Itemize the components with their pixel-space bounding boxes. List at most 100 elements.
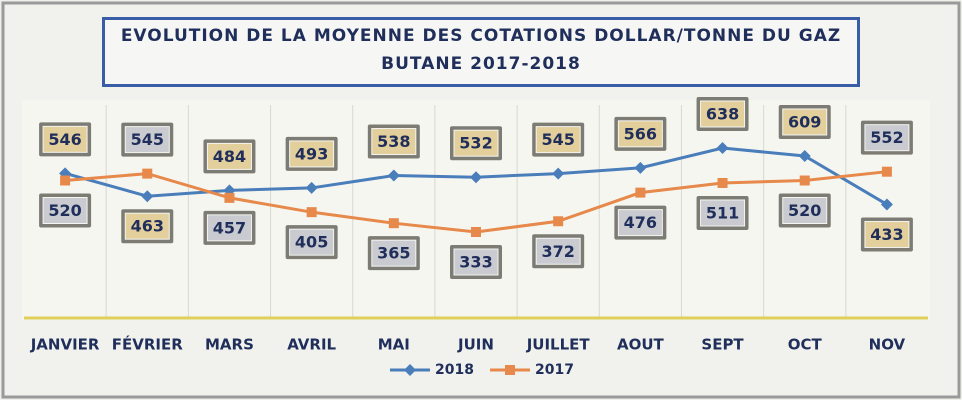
data-label: 493 — [285, 136, 338, 171]
point — [471, 227, 481, 237]
data-label: 484 — [203, 139, 256, 174]
data-label: 546 — [39, 122, 92, 157]
point — [799, 175, 810, 186]
label-face — [124, 212, 170, 240]
data-label-text: 532 — [459, 134, 492, 153]
point — [388, 218, 399, 229]
label-face — [782, 196, 828, 224]
data-label-text: 638 — [706, 105, 739, 124]
point — [717, 177, 728, 188]
data-label-text: 365 — [377, 244, 410, 263]
label-face — [453, 129, 499, 157]
x-tick-label: AOUT — [617, 336, 665, 354]
x-tick-label: OCT — [788, 336, 823, 354]
x-tick-label: JUIN — [457, 336, 494, 354]
data-label-text: 520 — [788, 201, 821, 220]
label-face — [453, 248, 499, 276]
data-label-text: 511 — [706, 203, 739, 222]
data-label-text: 545 — [131, 130, 164, 149]
data-label: 552 — [860, 120, 913, 155]
label-face — [206, 214, 252, 242]
data-label: 545 — [121, 122, 174, 157]
label-face — [617, 209, 663, 237]
data-label: 638 — [696, 97, 749, 131]
data-label: 520 — [778, 193, 831, 228]
data-label-text: 520 — [48, 201, 81, 220]
chart-title: EVOLUTION DE LA MOYENNE DES COTATIONS DO… — [102, 17, 860, 87]
data-label: 476 — [614, 205, 667, 240]
data-label: 532 — [450, 126, 502, 161]
point — [552, 167, 565, 180]
data-label-text: 333 — [459, 253, 492, 272]
x-tick-label: AVRIL — [287, 336, 336, 354]
data-label-text: 545 — [541, 130, 574, 149]
data-label: 457 — [203, 210, 256, 245]
point — [60, 175, 71, 186]
legend-marker — [505, 365, 515, 375]
data-label-text: 538 — [377, 132, 410, 151]
data-label: 365 — [367, 236, 420, 271]
label-face — [42, 125, 88, 153]
label-face — [289, 228, 335, 256]
point — [142, 168, 153, 179]
data-label: 566 — [614, 116, 667, 151]
label-face — [42, 196, 88, 224]
data-label: 463 — [121, 209, 174, 244]
label-face — [371, 239, 417, 267]
x-tick-label: JANVIER — [30, 336, 100, 354]
label-face — [535, 126, 581, 154]
label-face — [124, 126, 170, 154]
data-label-text: 546 — [48, 130, 81, 149]
data-label: 520 — [39, 193, 92, 228]
data-label-text: 457 — [213, 218, 246, 237]
point — [634, 161, 647, 174]
data-label-text: 493 — [295, 144, 328, 163]
data-label: 333 — [450, 245, 502, 279]
x-tick-label: NOV — [869, 336, 906, 354]
legend-label: 2018 — [435, 362, 474, 378]
data-label-text: 566 — [624, 124, 657, 143]
label-face — [535, 237, 581, 265]
x-tick-label: MARS — [205, 336, 254, 354]
legend-item: 2018 — [390, 362, 474, 378]
data-label-text: 609 — [788, 112, 821, 131]
data-label: 405 — [285, 225, 338, 260]
label-face — [371, 128, 417, 156]
data-label: 511 — [696, 195, 749, 230]
label-face — [289, 140, 335, 168]
point — [387, 169, 400, 182]
data-label-text: 484 — [213, 147, 246, 166]
point — [305, 181, 318, 194]
data-label-text: 405 — [295, 233, 328, 252]
point — [553, 216, 564, 227]
x-tick-label: JUILLET — [526, 336, 591, 354]
x-tick-label: FÉVRIER — [112, 335, 183, 354]
data-label: 545 — [532, 122, 585, 157]
legend-label: 2017 — [535, 362, 574, 378]
data-label-text: 476 — [624, 213, 657, 232]
point — [880, 198, 893, 211]
point — [798, 149, 811, 162]
data-label: 372 — [532, 234, 585, 269]
data-label: 433 — [860, 217, 913, 252]
point — [224, 192, 235, 203]
label-face — [864, 124, 910, 152]
series — [60, 166, 892, 237]
point — [306, 207, 317, 218]
label-face — [864, 220, 910, 248]
label-face — [617, 120, 663, 148]
point — [141, 190, 154, 203]
label-face — [206, 142, 252, 170]
legend-marker — [404, 364, 416, 376]
data-label: 609 — [778, 104, 831, 139]
x-tick-label: SEPT — [701, 336, 744, 354]
label-face — [700, 199, 746, 227]
point — [881, 166, 892, 177]
point — [470, 171, 482, 184]
data-label-text: 372 — [541, 242, 574, 261]
point — [635, 187, 646, 198]
data-label-text: 433 — [870, 225, 903, 244]
label-face — [700, 100, 746, 128]
data-label-text: 552 — [870, 128, 903, 147]
